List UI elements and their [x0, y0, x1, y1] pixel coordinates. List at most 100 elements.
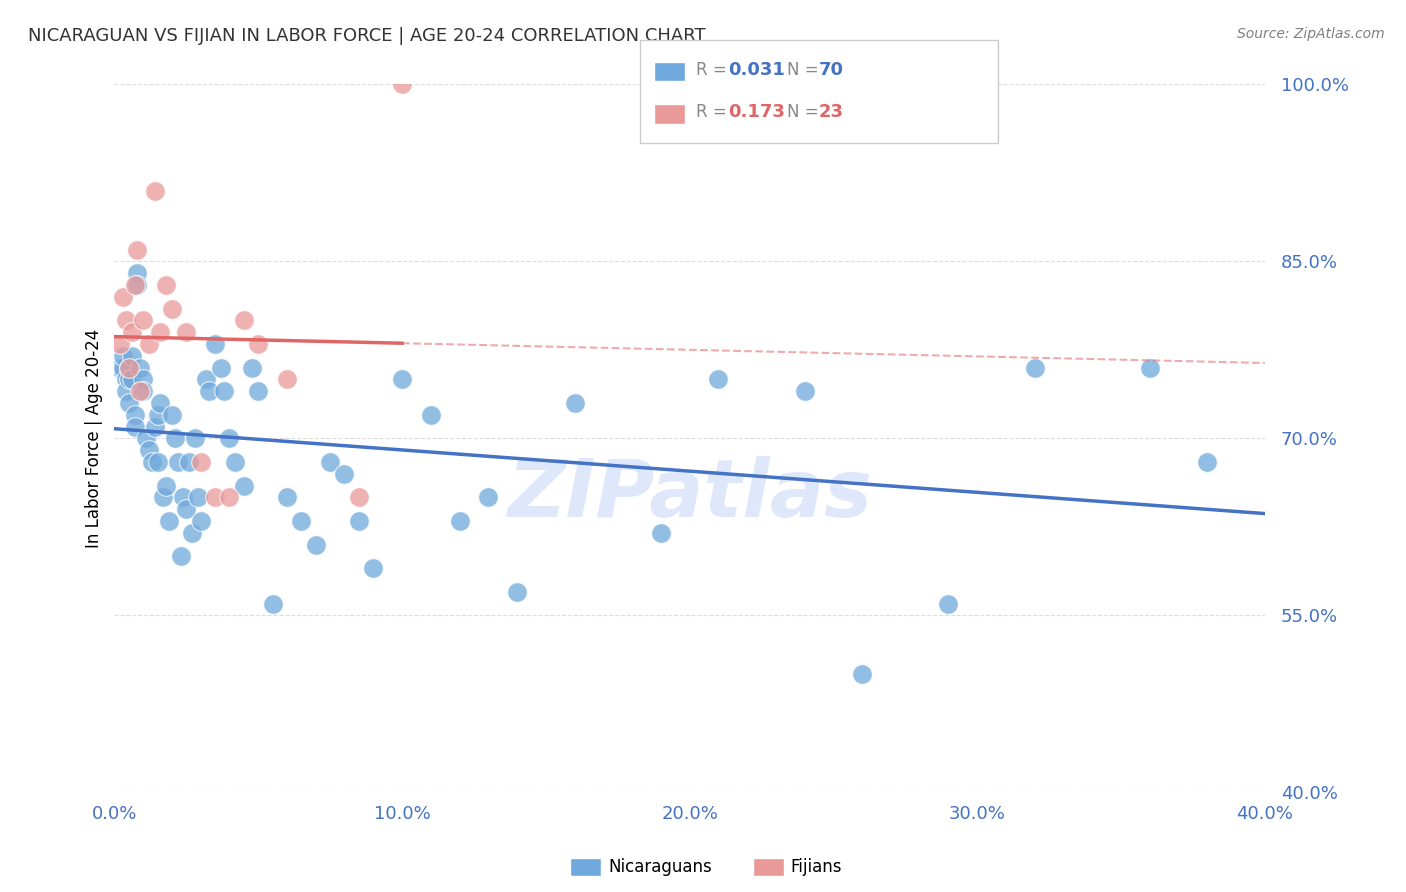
Text: 0.031: 0.031	[728, 61, 785, 78]
Point	[793, 384, 815, 399]
Point	[564, 396, 586, 410]
Point	[129, 360, 152, 375]
Point	[149, 325, 172, 339]
Point	[262, 597, 284, 611]
Point	[160, 301, 183, 316]
Point	[247, 384, 270, 399]
Point	[1197, 455, 1219, 469]
Point	[138, 443, 160, 458]
Point	[247, 337, 270, 351]
Point	[166, 455, 188, 469]
Point	[232, 313, 254, 327]
Point	[112, 349, 135, 363]
Point	[190, 514, 212, 528]
Point	[138, 337, 160, 351]
Point	[115, 372, 138, 386]
Text: N =: N =	[787, 61, 824, 78]
Point	[118, 360, 141, 375]
Point	[1139, 360, 1161, 375]
Point	[152, 491, 174, 505]
Point	[477, 491, 499, 505]
Text: N =: N =	[787, 103, 824, 121]
Point	[132, 372, 155, 386]
Point	[121, 325, 143, 339]
Point	[506, 584, 529, 599]
Point	[127, 278, 149, 293]
Point	[204, 491, 226, 505]
Text: R =: R =	[696, 103, 733, 121]
Point	[121, 349, 143, 363]
Point	[118, 396, 141, 410]
Point	[198, 384, 221, 399]
Point	[218, 491, 240, 505]
Point	[419, 408, 441, 422]
Point	[347, 491, 370, 505]
Point	[115, 313, 138, 327]
Point	[290, 514, 312, 528]
Point	[176, 502, 198, 516]
Point	[181, 525, 204, 540]
Point	[176, 325, 198, 339]
Point	[155, 278, 177, 293]
Point	[118, 360, 141, 375]
Point	[276, 372, 298, 386]
Point	[129, 384, 152, 399]
Point	[212, 384, 235, 399]
Text: 0.173: 0.173	[728, 103, 785, 121]
Point	[132, 313, 155, 327]
Point	[391, 372, 413, 386]
Point	[135, 431, 157, 445]
Point	[851, 667, 873, 681]
Point	[190, 455, 212, 469]
Point	[124, 419, 146, 434]
Point	[157, 514, 180, 528]
Point	[184, 431, 207, 445]
Point	[143, 184, 166, 198]
Point	[127, 243, 149, 257]
Point	[333, 467, 356, 481]
Text: Fijians: Fijians	[790, 858, 842, 876]
Point	[163, 431, 186, 445]
Point	[195, 372, 218, 386]
Point	[141, 455, 163, 469]
Point	[707, 372, 730, 386]
Point	[149, 396, 172, 410]
Text: ZIPatlas: ZIPatlas	[508, 456, 872, 534]
Point	[124, 278, 146, 293]
Point	[127, 266, 149, 280]
Point	[305, 537, 328, 551]
Point	[1024, 360, 1046, 375]
Point	[124, 408, 146, 422]
Point	[232, 478, 254, 492]
Point	[155, 478, 177, 492]
Point	[132, 384, 155, 399]
Point	[160, 408, 183, 422]
Point	[224, 455, 246, 469]
Text: 23: 23	[818, 103, 844, 121]
Point	[319, 455, 342, 469]
Point	[938, 597, 960, 611]
Point	[146, 408, 169, 422]
Point	[242, 360, 264, 375]
Point	[112, 290, 135, 304]
Point	[204, 337, 226, 351]
Point	[115, 384, 138, 399]
Point	[361, 561, 384, 575]
Text: Source: ZipAtlas.com: Source: ZipAtlas.com	[1237, 27, 1385, 41]
Point	[108, 337, 131, 351]
Point	[650, 525, 672, 540]
Point	[172, 491, 194, 505]
Point	[391, 78, 413, 92]
Point	[108, 360, 131, 375]
Point	[218, 431, 240, 445]
Point	[276, 491, 298, 505]
Point	[118, 372, 141, 386]
Point	[187, 491, 209, 505]
Text: Nicaraguans: Nicaraguans	[607, 858, 711, 876]
Point	[121, 372, 143, 386]
Point	[169, 549, 191, 564]
Text: 70: 70	[818, 61, 844, 78]
Text: NICARAGUAN VS FIJIAN IN LABOR FORCE | AGE 20-24 CORRELATION CHART: NICARAGUAN VS FIJIAN IN LABOR FORCE | AG…	[28, 27, 706, 45]
Point	[449, 514, 471, 528]
Y-axis label: In Labor Force | Age 20-24: In Labor Force | Age 20-24	[86, 329, 103, 548]
